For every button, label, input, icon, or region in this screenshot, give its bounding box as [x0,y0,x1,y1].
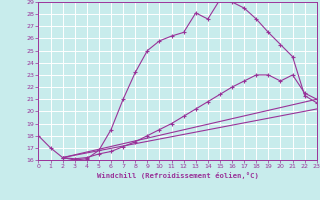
X-axis label: Windchill (Refroidissement éolien,°C): Windchill (Refroidissement éolien,°C) [97,172,259,179]
